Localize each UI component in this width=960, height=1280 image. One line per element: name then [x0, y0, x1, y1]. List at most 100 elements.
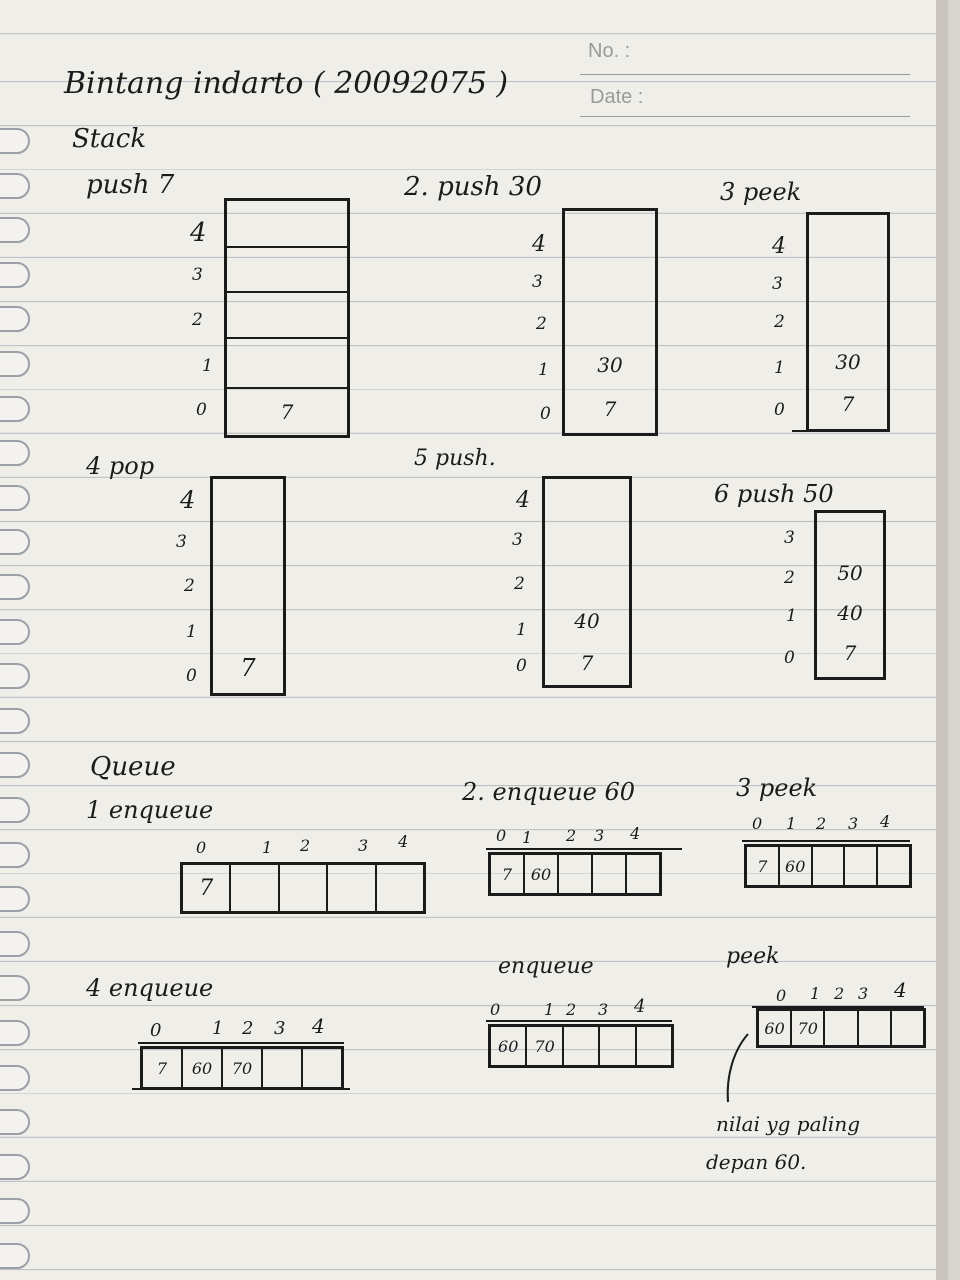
stack-index: 1	[538, 360, 549, 380]
queue-cell: 60	[183, 1049, 223, 1087]
stack-cell	[213, 479, 283, 521]
queue-6-top-rule	[752, 1006, 924, 1008]
queue-index: 2	[816, 814, 827, 833]
binding-ring	[0, 440, 30, 466]
stack-index: 4	[772, 234, 786, 259]
binding-ring	[0, 797, 30, 823]
stack-index: 2	[784, 568, 795, 588]
queue-step-3-label: 3 peek	[736, 774, 818, 802]
binding-ring	[0, 1065, 30, 1091]
stack-step-4-label: 4 pop	[86, 452, 155, 480]
stack-cell	[213, 521, 283, 563]
binding-ring	[0, 351, 30, 377]
queue-index: 2	[566, 1000, 577, 1019]
student-name: Bintang indarto ( 20092075 )	[64, 66, 509, 101]
queue-4-base	[132, 1088, 350, 1090]
queue-index: 1	[212, 1018, 224, 1039]
queue-index: 0	[776, 986, 787, 1005]
stack-4: 7	[210, 476, 286, 696]
stack-index: 1	[774, 358, 785, 378]
stack-cell: 40	[574, 609, 600, 633]
stack-index: 4	[532, 232, 546, 257]
date-label: Date :	[590, 86, 644, 108]
stack-2: 30 7	[562, 208, 658, 436]
queue-4: 7 60 70	[140, 1046, 344, 1090]
queue-index: 1	[522, 828, 533, 847]
queue-cell: 7	[183, 865, 232, 911]
stack-step-1-label: push 7	[86, 170, 175, 200]
queue-index: 0	[196, 838, 207, 857]
stack-step-3-label: 3 peek	[720, 178, 802, 206]
stack-6: 50 40 7	[814, 510, 886, 680]
stack-index: 1	[516, 620, 527, 640]
stack-cell	[565, 299, 655, 343]
stack-5: 40 7	[542, 476, 632, 688]
queue-index: 2	[300, 836, 311, 855]
queue-cell: 60	[759, 1011, 793, 1045]
queue-index: 4	[880, 812, 891, 831]
stack-cell	[545, 519, 629, 559]
stack-index: 3	[512, 530, 523, 550]
stack-index: 4	[516, 488, 530, 513]
queue-step-5-label: enqueue	[498, 954, 594, 979]
queue-cell	[559, 855, 593, 893]
stack-index: 0	[784, 648, 795, 668]
stack-cell	[565, 211, 655, 255]
stack-step-6-label: 6 push 50	[714, 480, 834, 508]
binding-ring	[0, 1109, 30, 1135]
stack-cell	[817, 513, 883, 553]
queue-cell	[263, 1049, 303, 1087]
stack-cell: 7	[843, 641, 857, 665]
binding-ring	[0, 574, 30, 600]
queue-2: 7 60	[488, 852, 662, 896]
queue-index: 4	[894, 978, 907, 1002]
stack-cell	[227, 291, 347, 339]
stack-cell	[809, 215, 887, 257]
queue-index: 2	[834, 984, 845, 1003]
stack-cell	[565, 255, 655, 299]
queue-index: 1	[786, 814, 797, 833]
queue-cell	[328, 865, 377, 911]
stack-title: Stack	[72, 124, 147, 154]
queue-cell	[377, 865, 423, 911]
queue-index: 0	[150, 1020, 162, 1041]
stack-3: 30 7	[806, 212, 890, 432]
stack-cell	[545, 479, 629, 519]
queue-cell: 70	[527, 1027, 564, 1065]
queue-5-top-rule	[486, 1020, 672, 1022]
stack-index: 2	[774, 312, 785, 332]
queue-index: 2	[242, 1018, 254, 1039]
stack-index: 3	[772, 274, 783, 294]
stack-index: 4	[180, 486, 196, 514]
queue-cell: 60	[491, 1027, 528, 1065]
queue-index: 1	[262, 838, 273, 857]
stack-cell	[227, 337, 347, 389]
queue-title: Queue	[90, 752, 176, 782]
no-rule	[580, 74, 910, 75]
queue-index: 3	[594, 826, 605, 845]
queue-index: 1	[810, 984, 821, 1003]
queue-index: 3	[358, 836, 369, 855]
binding-ring	[0, 1154, 30, 1180]
queue-2-top-rule	[486, 848, 682, 850]
binding-ring	[0, 128, 30, 154]
queue-cell	[600, 1027, 637, 1065]
stack-cell	[227, 201, 347, 246]
queue-index: 4	[634, 996, 646, 1017]
queue-cell	[859, 1011, 892, 1045]
binding-ring	[0, 306, 30, 332]
binding-ring	[0, 1243, 30, 1269]
queue-index: 3	[598, 1000, 609, 1019]
stack-cell: 7	[603, 397, 617, 421]
stack-cell: 7	[227, 387, 347, 434]
stack-cell: 30	[835, 350, 861, 374]
stack-index: 2	[514, 574, 525, 594]
queue-index: 4	[398, 832, 409, 851]
binding-ring	[0, 886, 30, 912]
queue-cell	[593, 855, 627, 893]
binding-ring	[0, 842, 30, 868]
date-rule	[580, 116, 910, 117]
stack-cell	[809, 257, 887, 299]
binding-ring	[0, 262, 30, 288]
